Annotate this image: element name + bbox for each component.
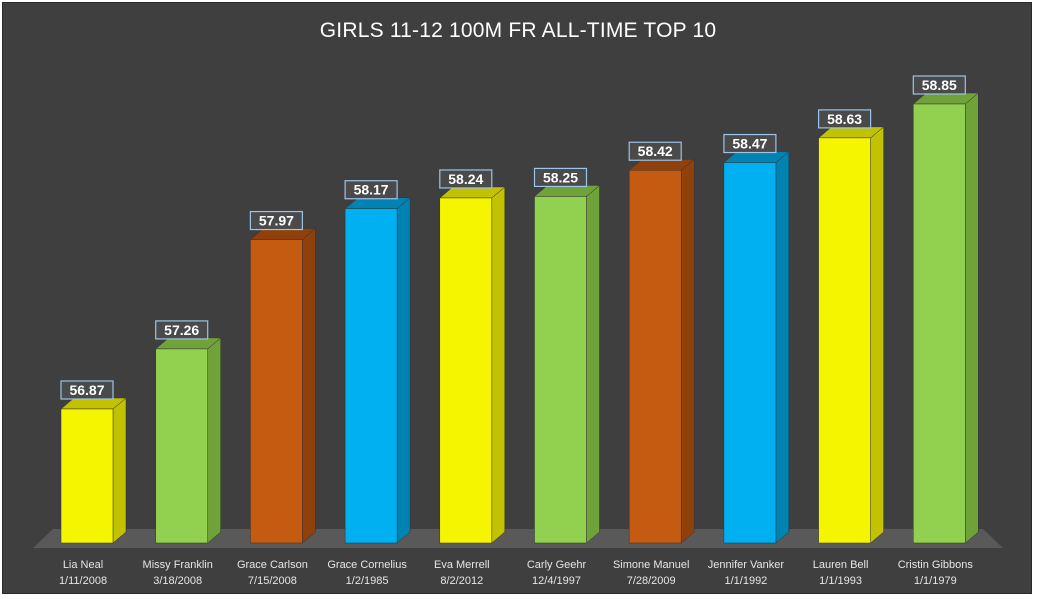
x-tick-label-name: Lauren Bell bbox=[813, 559, 869, 571]
bar bbox=[534, 196, 587, 544]
bar-group: 58.63 Lauren Bell 1/1/1993 bbox=[813, 109, 885, 587]
bar-side bbox=[680, 158, 695, 544]
x-tick-label-date: 1/1/1979 bbox=[914, 575, 957, 587]
data-label-box bbox=[249, 210, 303, 231]
bar-group: 57.26 Missy Franklin 3/18/2008 bbox=[143, 320, 222, 587]
x-tick-label-date: 7/15/2008 bbox=[248, 575, 297, 587]
x-tick-label-name: Lia Neal bbox=[63, 559, 103, 571]
bar-side bbox=[586, 184, 600, 544]
bar-side bbox=[965, 92, 979, 544]
data-label-box bbox=[533, 167, 588, 188]
data-label: 58.25 bbox=[543, 169, 578, 185]
x-tick-label-name: Grace Cornelius bbox=[327, 559, 407, 571]
bar-group: 58.24 Eva Merrell 8/2/2012 bbox=[434, 169, 506, 587]
x-tick-label-date: 1/1/1993 bbox=[819, 575, 862, 587]
data-label-box bbox=[817, 109, 872, 129]
data-label-box bbox=[628, 141, 682, 161]
bar-side bbox=[207, 337, 221, 544]
bar bbox=[60, 408, 114, 544]
bar-group: 58.47 Jennifer Vanker 1/1/1992 bbox=[708, 133, 790, 587]
bar-side bbox=[491, 186, 506, 544]
data-label: 58.63 bbox=[827, 111, 862, 127]
bar bbox=[439, 197, 493, 544]
bar bbox=[913, 103, 966, 544]
bar-chart: 56.87 Lia Neal 1/11/2008 57.26 Missy Frankli… bbox=[33, 75, 1003, 587]
bar-side bbox=[775, 150, 790, 544]
data-label: 56.87 bbox=[69, 382, 104, 398]
x-tick-label-name: Eva Merrell bbox=[434, 559, 490, 571]
bar-side bbox=[302, 228, 316, 544]
x-tick-label-name: Grace Carlson bbox=[237, 559, 308, 571]
bar bbox=[818, 137, 871, 544]
x-tick-label-name: Carly Geehr bbox=[527, 559, 587, 571]
data-label-box bbox=[60, 380, 114, 400]
x-tick-label-name: Simone Manuel bbox=[613, 559, 689, 571]
bar-side bbox=[870, 126, 884, 544]
data-label-box bbox=[439, 169, 493, 189]
x-tick-label-name: Jennifer Vanker bbox=[708, 559, 785, 571]
data-label: 58.17 bbox=[354, 182, 389, 198]
x-tick-label-date: 7/28/2009 bbox=[627, 575, 676, 587]
x-tick-label-date: 1/2/1985 bbox=[346, 575, 389, 587]
data-label-box bbox=[155, 320, 209, 340]
bar-side bbox=[112, 397, 127, 544]
bar bbox=[723, 162, 777, 544]
data-label-box bbox=[344, 180, 398, 200]
bar bbox=[628, 169, 682, 544]
x-tick-label-date: 12/4/1997 bbox=[532, 575, 581, 587]
bar bbox=[344, 208, 398, 544]
data-label-box bbox=[723, 133, 777, 154]
bar-group: 58.25 Carly Geehr 12/4/1997 bbox=[527, 167, 601, 587]
data-label: 58.24 bbox=[448, 171, 483, 187]
data-label: 58.85 bbox=[922, 77, 957, 93]
bar-group: 56.87 Lia Neal 1/11/2008 bbox=[59, 380, 127, 587]
bar-group: 58.17 Grace Cornelius 1/2/1985 bbox=[327, 180, 411, 587]
data-label-box bbox=[912, 75, 966, 95]
x-tick-label-date: 1/11/2008 bbox=[59, 575, 107, 587]
bar bbox=[155, 348, 208, 544]
x-tick-label-date: 1/1/1992 bbox=[724, 575, 767, 587]
data-label: 57.97 bbox=[259, 213, 294, 229]
x-tick-label-name: Cristin Gibbons bbox=[898, 559, 974, 571]
data-label: 58.47 bbox=[732, 136, 767, 152]
data-label: 57.26 bbox=[164, 322, 199, 338]
bar-group: 57.97 Grace Carlson 7/15/2008 bbox=[237, 210, 317, 587]
bar-group: 58.42 Simone Manuel 7/28/2009 bbox=[613, 141, 695, 587]
data-label: 58.42 bbox=[638, 143, 673, 159]
bar-group: 58.85 Cristin Gibbons 1/1/1979 bbox=[898, 75, 979, 587]
bar-side bbox=[396, 197, 411, 544]
x-tick-label-date: 3/18/2008 bbox=[153, 575, 202, 587]
chart-title: GIRLS 11-12 100M FR ALL-TIME TOP 10 bbox=[319, 19, 717, 42]
x-tick-label-name: Missy Franklin bbox=[143, 559, 213, 571]
bar bbox=[250, 239, 303, 544]
x-tick-label-date: 8/2/2012 bbox=[440, 575, 483, 587]
